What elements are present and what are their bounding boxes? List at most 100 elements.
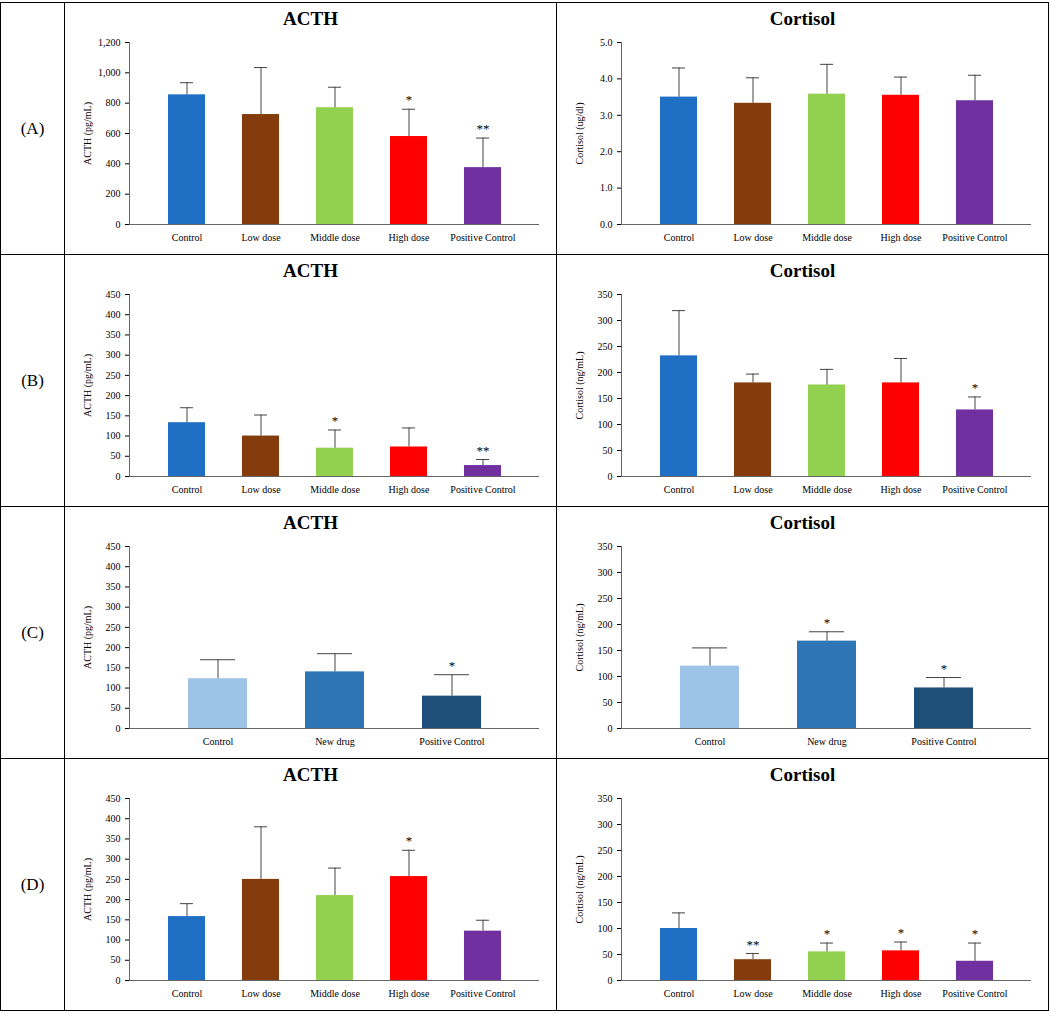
svg-text:250: 250 (105, 369, 120, 380)
svg-text:ACTH (pg/mL): ACTH (pg/mL) (81, 353, 93, 416)
svg-text:**: ** (476, 442, 489, 457)
svg-text:Middle dose: Middle dose (310, 231, 360, 242)
svg-text:High dose: High dose (880, 483, 921, 494)
svg-text:100: 100 (105, 430, 120, 441)
svg-text:300: 300 (597, 566, 612, 577)
svg-text:High dose: High dose (388, 483, 429, 494)
svg-text:4.0: 4.0 (600, 73, 613, 84)
svg-text:150: 150 (105, 662, 120, 673)
svg-text:350: 350 (597, 540, 612, 551)
svg-text:Cortisol (ng/mL): Cortisol (ng/mL) (573, 855, 585, 923)
svg-text:250: 250 (597, 844, 612, 855)
svg-text:300: 300 (597, 314, 612, 325)
svg-text:350: 350 (105, 581, 120, 592)
svg-text:High dose: High dose (880, 231, 921, 242)
svg-text:**: ** (476, 121, 489, 136)
svg-text:300: 300 (105, 349, 120, 360)
svg-text:200: 200 (597, 618, 612, 629)
svg-text:Cortisol (ng/mL): Cortisol (ng/mL) (573, 603, 585, 671)
svg-text:450: 450 (105, 792, 120, 803)
svg-text:Middle dose: Middle dose (802, 987, 852, 998)
svg-text:2.0: 2.0 (600, 145, 613, 156)
svg-text:Control: Control (694, 735, 725, 746)
svg-text:Control: Control (663, 987, 694, 998)
svg-text:150: 150 (105, 410, 120, 421)
svg-text:Middle dose: Middle dose (802, 483, 852, 494)
svg-text:ACTH (pg/mL): ACTH (pg/mL) (81, 101, 93, 164)
svg-text:200: 200 (105, 188, 120, 199)
svg-text:New drug: New drug (315, 735, 355, 746)
svg-text:350: 350 (597, 288, 612, 299)
svg-text:200: 200 (597, 870, 612, 881)
svg-text:50: 50 (110, 702, 120, 713)
svg-text:250: 250 (597, 592, 612, 603)
svg-text:High dose: High dose (388, 231, 429, 242)
svg-text:150: 150 (105, 914, 120, 925)
svg-text:ACTH (pg/mL): ACTH (pg/mL) (81, 857, 93, 920)
svg-text:100: 100 (597, 670, 612, 681)
svg-text:1,000: 1,000 (98, 67, 121, 78)
svg-text:50: 50 (602, 696, 612, 707)
svg-text:200: 200 (597, 366, 612, 377)
svg-text:0.0: 0.0 (600, 218, 613, 229)
svg-text:100: 100 (105, 682, 120, 693)
svg-text:Middle dose: Middle dose (310, 483, 360, 494)
svg-text:Control: Control (663, 231, 694, 242)
svg-text:400: 400 (105, 308, 120, 319)
svg-text:400: 400 (105, 158, 120, 169)
svg-text:250: 250 (105, 873, 120, 884)
svg-text:*: * (897, 925, 904, 940)
svg-text:250: 250 (105, 621, 120, 632)
svg-text:*: * (971, 380, 978, 395)
svg-text:Low dose: Low dose (733, 987, 773, 998)
svg-text:High dose: High dose (880, 987, 921, 998)
svg-text:350: 350 (597, 792, 612, 803)
svg-text:Low dose: Low dose (733, 231, 773, 242)
svg-text:150: 150 (597, 392, 612, 403)
svg-text:0: 0 (115, 470, 120, 481)
svg-text:0: 0 (115, 218, 120, 229)
svg-text:50: 50 (602, 948, 612, 959)
svg-text:Control: Control (202, 735, 233, 746)
svg-text:Low dose: Low dose (733, 483, 773, 494)
svg-text:Positive Control: Positive Control (450, 987, 516, 998)
svg-text:*: * (940, 660, 947, 675)
svg-text:0: 0 (607, 470, 612, 481)
svg-text:Control: Control (171, 987, 202, 998)
svg-text:Positive Control: Positive Control (942, 987, 1008, 998)
svg-text:Positive Control: Positive Control (911, 735, 977, 746)
svg-text:Positive Control: Positive Control (450, 483, 516, 494)
svg-text:300: 300 (597, 818, 612, 829)
svg-text:*: * (823, 926, 830, 941)
svg-text:Low dose: Low dose (241, 987, 281, 998)
svg-text:0: 0 (115, 722, 120, 733)
svg-text:Low dose: Low dose (241, 231, 281, 242)
svg-text:350: 350 (105, 329, 120, 340)
svg-text:50: 50 (602, 444, 612, 455)
svg-text:Positive Control: Positive Control (419, 735, 485, 746)
svg-text:0: 0 (115, 974, 120, 985)
svg-text:1.0: 1.0 (600, 182, 613, 193)
svg-text:Positive Control: Positive Control (942, 231, 1008, 242)
svg-text:200: 200 (105, 641, 120, 652)
svg-text:Cortisol (ng/mL): Cortisol (ng/mL) (573, 351, 585, 419)
svg-text:3.0: 3.0 (600, 109, 613, 120)
svg-text:Middle dose: Middle dose (310, 987, 360, 998)
svg-text:800: 800 (105, 97, 120, 108)
svg-text:New drug: New drug (807, 735, 847, 746)
svg-text:50: 50 (110, 450, 120, 461)
svg-text:50: 50 (110, 954, 120, 965)
svg-text:150: 150 (597, 896, 612, 907)
svg-text:Control: Control (171, 483, 202, 494)
svg-text:*: * (331, 413, 338, 428)
svg-text:*: * (971, 926, 978, 941)
svg-text:Cortisol (ug/dl): Cortisol (ug/dl) (573, 102, 585, 164)
svg-text:Control: Control (663, 483, 694, 494)
svg-text:100: 100 (597, 418, 612, 429)
svg-text:200: 200 (105, 389, 120, 400)
svg-text:*: * (823, 614, 830, 629)
svg-text:100: 100 (105, 934, 120, 945)
svg-text:100: 100 (597, 922, 612, 933)
svg-text:*: * (405, 92, 412, 107)
svg-text:Positive Control: Positive Control (450, 231, 516, 242)
